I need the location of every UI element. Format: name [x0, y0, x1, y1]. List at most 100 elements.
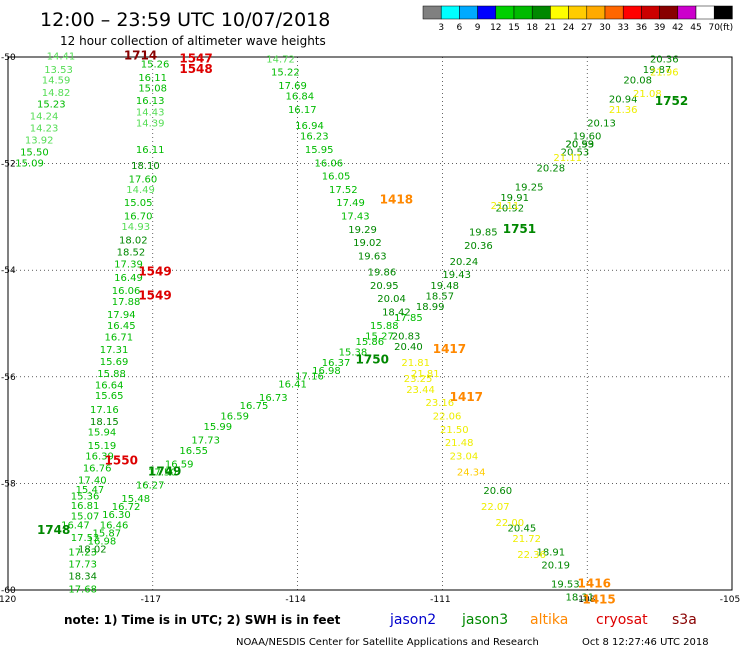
y-tick-label: -56	[1, 373, 16, 383]
legend-swatch	[531, 5, 551, 20]
time-label: 1548	[179, 62, 212, 76]
swh-value: 19.87	[643, 65, 672, 76]
x-tick-label: -105	[720, 595, 740, 605]
swh-value: 16.37	[322, 358, 351, 369]
swh-value: 15.88	[97, 369, 126, 380]
swh-value: 20.53	[561, 148, 590, 159]
swh-value: 15.69	[100, 357, 129, 368]
swh-value: 15.26	[141, 60, 170, 71]
swh-value: 15.09	[15, 158, 44, 169]
swh-value: 23.25	[404, 374, 433, 385]
swh-value: 20.24	[450, 257, 479, 268]
swh-value: 17.85	[394, 313, 423, 324]
swh-value: 21.08	[633, 89, 662, 100]
swh-value: 23.04	[450, 451, 479, 462]
swh-value: 21.81	[411, 369, 440, 380]
swh-value: 20.08	[623, 76, 652, 87]
swh-value: 19.02	[353, 238, 382, 249]
legend-swatch	[677, 5, 697, 20]
legend-label: 9	[475, 23, 481, 33]
swh-value: 15.23	[37, 100, 66, 111]
time-label: 1417	[433, 342, 466, 356]
legend-swatch	[459, 5, 478, 20]
legend-label: 39	[654, 23, 666, 33]
swh-value: 19.29	[348, 225, 377, 236]
swh-value: 22.06	[433, 411, 462, 422]
swh-value: 14.43	[136, 108, 165, 119]
legend-swatch	[440, 5, 460, 20]
swh-value: 16.94	[295, 121, 324, 132]
swh-value: 15.65	[95, 391, 124, 402]
grid-layer	[8, 57, 732, 590]
time-label: 1549	[138, 289, 171, 303]
swh-value: 15.87	[92, 529, 121, 540]
swh-value: 22.07	[481, 502, 510, 513]
legend-swatch	[622, 5, 642, 20]
swh-value: 22.00	[495, 518, 524, 529]
swh-value: 15.95	[305, 145, 334, 156]
swh-value: 16.70	[124, 212, 153, 223]
swh-value: 17.49	[336, 198, 365, 209]
swh-value: 15.05	[124, 198, 153, 209]
time-label: 1748	[37, 523, 70, 537]
swh-value: 17.73	[191, 435, 220, 446]
swh-value: 16.17	[288, 105, 317, 116]
legend-label: 24	[563, 23, 575, 33]
plot-frame	[7, 56, 733, 591]
swh-value: 20.45	[508, 523, 537, 534]
time-label: 1415	[582, 592, 615, 606]
swh-value: 16.30	[102, 510, 131, 521]
swh-value: 20.83	[392, 331, 421, 342]
swh-value: 16.41	[278, 379, 307, 390]
swh-value: 18.34	[68, 571, 97, 582]
swh-value: 18.52	[117, 247, 146, 258]
swh-value: 15.22	[271, 68, 300, 79]
swh-value: 20.40	[394, 342, 423, 353]
satellite-label-altika: altika	[530, 612, 568, 628]
x-tick-label: -111	[430, 595, 450, 605]
legend-swatch	[422, 5, 442, 20]
swh-value: 16.55	[179, 446, 208, 457]
swh-value: 15.27	[365, 331, 394, 342]
swh-value: 19.86	[368, 268, 397, 279]
swh-value: 16.27	[136, 481, 165, 492]
swh-value: 20.13	[587, 118, 616, 129]
swh-value: 18.31	[565, 593, 594, 604]
swh-value: 17.69	[278, 81, 307, 92]
legend-label: 18	[526, 23, 538, 33]
swh-value: 19.53	[551, 579, 580, 590]
legend-label: 70	[708, 23, 720, 33]
satellite-label-s3a: s3a	[672, 612, 697, 628]
swh-value: 15.50	[20, 148, 49, 159]
time-label: 1549	[138, 265, 171, 279]
legend-swatch	[568, 5, 588, 20]
swh-value: 19.25	[515, 182, 544, 193]
swh-value: 16.13	[136, 96, 165, 107]
swh-value: 23.44	[406, 385, 435, 396]
swh-value: 20.94	[609, 94, 638, 105]
swh-value: 21.11	[491, 201, 520, 212]
swh-value: 21.96	[650, 68, 679, 79]
y-tick-label: -60	[1, 586, 16, 596]
swh-value: 16.59	[165, 459, 194, 470]
swh-value: 17.68	[68, 585, 97, 596]
legend-label: 12	[490, 23, 501, 33]
swh-value: 16.73	[259, 393, 288, 404]
legend-label: 15	[508, 23, 519, 33]
y-tick-label: -58	[1, 479, 16, 489]
x-tick-label: -108	[575, 595, 596, 605]
swh-value: 16.75	[240, 401, 269, 412]
swh-value: 16.81	[71, 501, 100, 512]
swh-value: 16.39	[85, 451, 114, 462]
legend-swatch	[477, 5, 497, 20]
swh-value: 17.73	[68, 560, 97, 571]
swh-value: 23.16	[426, 398, 455, 409]
swh-value: 14.24	[30, 111, 59, 122]
swh-value: 19.63	[358, 252, 387, 263]
chart-subtitle: 12 hour collection of altimeter wave hei…	[60, 34, 326, 48]
swh-value: 16.98	[312, 366, 341, 377]
legend-swatch	[695, 5, 715, 20]
swh-value: 14.59	[42, 76, 71, 87]
swh-value: 16.59	[220, 411, 249, 422]
